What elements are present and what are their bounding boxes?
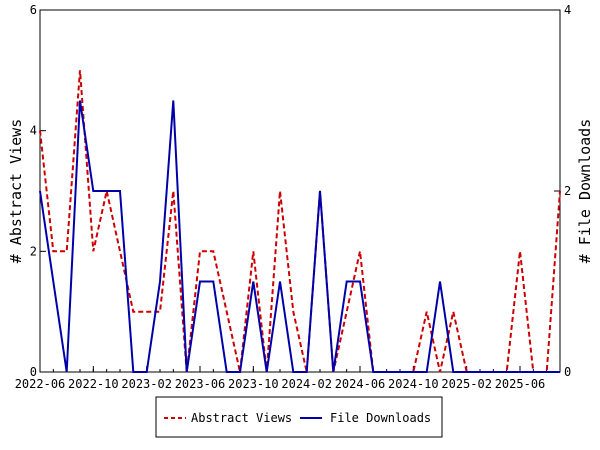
legend-box bbox=[155, 396, 443, 438]
y-left-tick-label: 0 bbox=[30, 365, 37, 379]
x-tick-label: 2025-06 bbox=[495, 377, 546, 391]
plot-layer: 2022-06 2022-10 2023-02 2023-06 2023-10 2024-… bbox=[15, 3, 572, 391]
y-right-tick-label: 0 bbox=[564, 365, 571, 379]
legend-label-abstract-views: Abstract Views bbox=[191, 411, 292, 425]
x-tick-label: 2022-10 bbox=[68, 377, 119, 391]
y-right-tick-label: 4 bbox=[564, 3, 571, 17]
y-right-tick-label: 2 bbox=[564, 184, 571, 198]
y-axis-right-label: # File Downloads bbox=[576, 119, 594, 264]
x-tick-label: 2024-10 bbox=[388, 377, 439, 391]
x-tick-label: 2023-02 bbox=[121, 377, 172, 391]
legend-label-file-downloads: File Downloads bbox=[330, 411, 431, 425]
x-tick-label: 2025-02 bbox=[441, 377, 492, 391]
series-line-file-downloads bbox=[39, 100, 560, 373]
y-axis-left-label: # Abstract Views bbox=[7, 119, 25, 264]
y-left-tick-label: 6 bbox=[30, 3, 37, 17]
x-tick-label: 2023-10 bbox=[228, 377, 279, 391]
x-tick-label: 2024-02 bbox=[281, 377, 332, 391]
x-tick-label: 2024-06 bbox=[335, 377, 386, 391]
y-left-tick-label: 2 bbox=[30, 244, 37, 258]
y-left-tick-label: 4 bbox=[30, 124, 37, 138]
legend: Abstract Views File Downloads bbox=[155, 396, 443, 438]
x-tick-label: 2023-06 bbox=[175, 377, 226, 391]
x-tick-label: 2022-06 bbox=[15, 377, 66, 391]
